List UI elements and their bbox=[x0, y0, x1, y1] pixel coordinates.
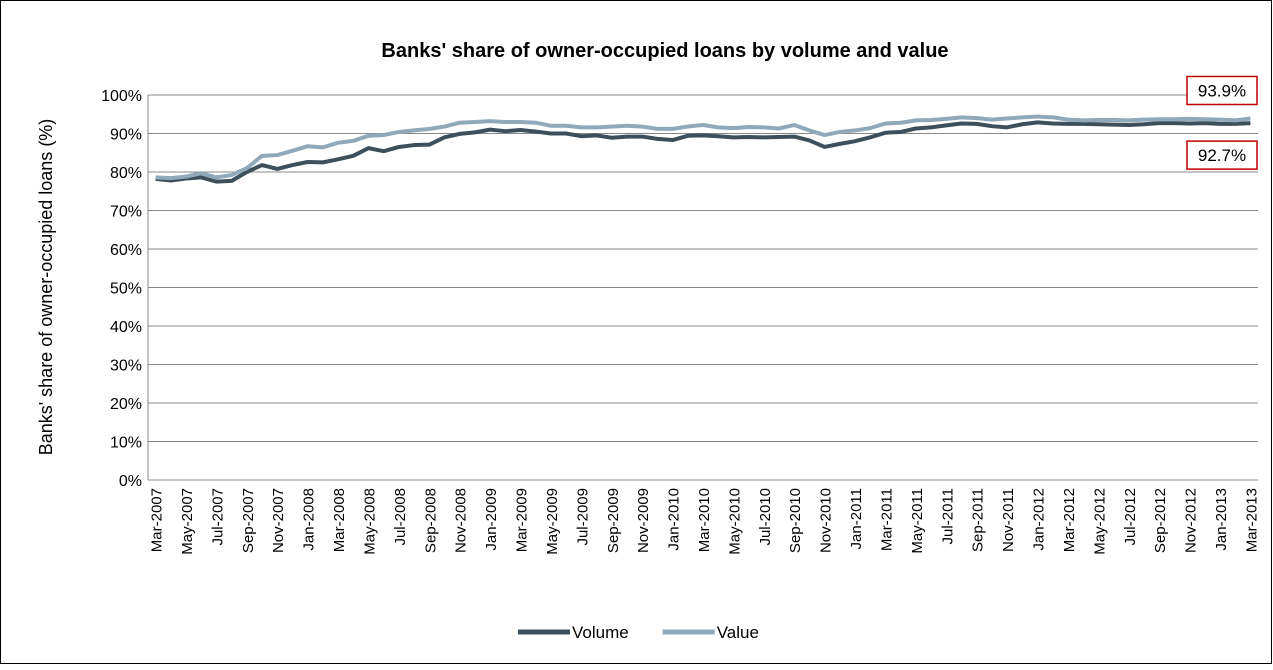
x-tick-label: Jan-2010 bbox=[666, 488, 683, 551]
x-tick-label: Sep-2009 bbox=[605, 488, 622, 553]
x-tick-label: Jul-2008 bbox=[392, 488, 409, 546]
x-tick-label: Jan-2009 bbox=[483, 488, 500, 551]
x-tick-label: Sep-2010 bbox=[787, 488, 804, 553]
x-tick-label: May-2007 bbox=[179, 488, 196, 555]
x-tick-label: Mar-2010 bbox=[696, 488, 713, 552]
x-tick-label: Nov-2009 bbox=[635, 488, 652, 553]
x-tick-label: Jul-2011 bbox=[939, 488, 956, 544]
x-tick-label: Jul-2012 bbox=[1122, 488, 1139, 546]
x-tick-label: Sep-2007 bbox=[240, 488, 257, 553]
y-tick-label: 80% bbox=[110, 165, 142, 182]
x-tick-label: Mar-2008 bbox=[331, 488, 348, 552]
x-tick-label: Jul-2010 bbox=[757, 488, 774, 546]
y-tick-label: 10% bbox=[110, 435, 142, 452]
y-tick-label: 20% bbox=[110, 396, 142, 413]
x-tick-label: Nov-2007 bbox=[270, 488, 287, 553]
y-tick-label: 40% bbox=[110, 319, 142, 336]
series-line bbox=[155, 114, 1251, 181]
x-tick-label: Nov-2012 bbox=[1183, 488, 1200, 553]
data-label: 92.7% bbox=[1198, 146, 1246, 165]
x-tick-label: Mar-2011 bbox=[878, 488, 895, 551]
x-tick-label: Mar-2009 bbox=[514, 488, 531, 552]
legend-label: Value bbox=[717, 623, 759, 642]
y-tick-label: 100% bbox=[101, 88, 142, 105]
y-tick-label: 60% bbox=[110, 242, 142, 259]
y-tick-label: 90% bbox=[110, 127, 142, 144]
x-tick-label: Mar-2007 bbox=[149, 488, 166, 552]
y-tick-label: 50% bbox=[110, 281, 142, 298]
data-label: 93.9% bbox=[1198, 81, 1246, 100]
chart-title: Banks' share of owner-occupied loans by … bbox=[381, 40, 948, 62]
y-axis-label: Banks' share of owner-occupied loans (%) bbox=[36, 119, 56, 456]
data-label-box bbox=[1186, 140, 1258, 170]
x-tick-label: Jan-2012 bbox=[1031, 488, 1048, 551]
x-tick-label: Sep-2012 bbox=[1152, 488, 1169, 553]
series-line bbox=[155, 120, 1251, 184]
x-tick-label: May-2012 bbox=[1091, 488, 1108, 555]
x-tick-label: May-2010 bbox=[726, 488, 743, 555]
y-tick-label: 0% bbox=[119, 473, 142, 490]
x-tick-label: May-2011 bbox=[909, 488, 926, 554]
y-tick-label: 70% bbox=[110, 204, 142, 221]
x-tick-label: May-2009 bbox=[544, 488, 561, 555]
x-tick-label: Sep-2008 bbox=[422, 488, 439, 553]
x-tick-label: Nov-2010 bbox=[818, 488, 835, 553]
x-tick-label: Mar-2013 bbox=[1243, 488, 1260, 552]
x-tick-label: Jan-2008 bbox=[301, 488, 318, 551]
x-tick-label: Nov-2008 bbox=[453, 488, 470, 553]
data-label-box bbox=[1186, 75, 1258, 106]
x-tick-label: Sep-2011 bbox=[970, 488, 987, 552]
legend-label: Volume bbox=[572, 623, 629, 642]
x-tick-label: Jul-2007 bbox=[209, 488, 226, 546]
x-tick-label: Nov-2011 bbox=[1000, 488, 1017, 552]
x-tick-label: May-2008 bbox=[361, 488, 378, 555]
x-tick-label: Jul-2009 bbox=[574, 488, 591, 546]
x-tick-label: Jan-2011 bbox=[848, 488, 865, 549]
x-tick-label: Jan-2013 bbox=[1213, 488, 1230, 551]
x-tick-label: Mar-2012 bbox=[1061, 488, 1078, 552]
y-tick-label: 30% bbox=[110, 358, 142, 375]
